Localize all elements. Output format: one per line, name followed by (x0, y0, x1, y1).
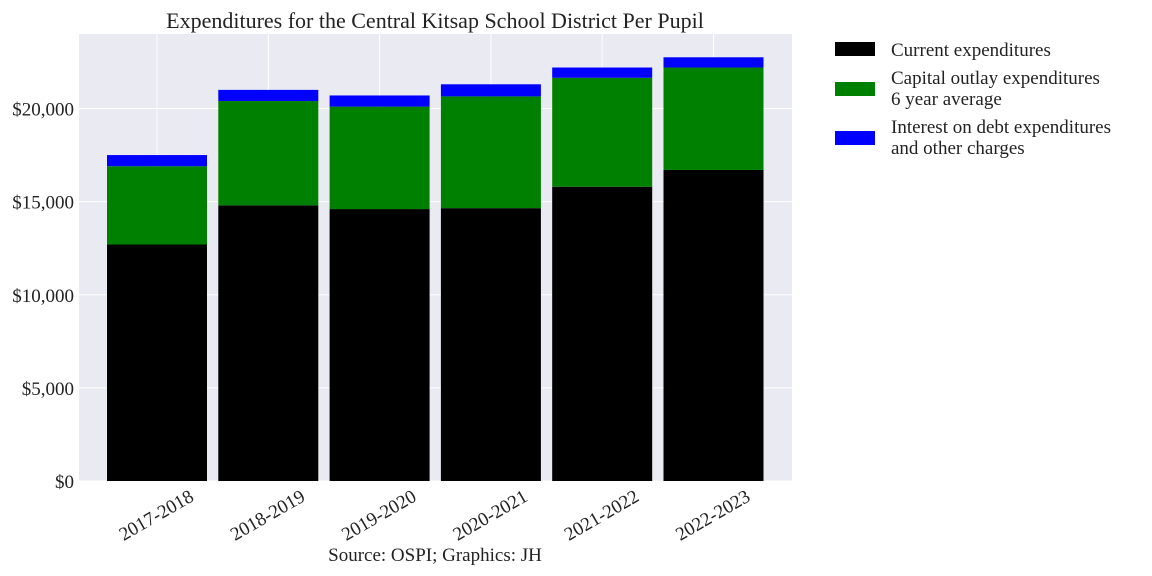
y-axis-ticks: $0 $5,000 $10,000 $15,000 $20,000 (12, 100, 74, 494)
bar-segment (552, 77, 653, 187)
bar-segment (663, 67, 764, 170)
legend-label: Current expenditures (891, 40, 1051, 61)
chart-title: Expenditures for the Central Kitsap Scho… (166, 8, 704, 33)
bar-segment (329, 106, 430, 210)
bar-group (107, 57, 764, 482)
bar-segment (552, 67, 653, 78)
legend-label: Capital outlay expenditures 6 year averag… (891, 68, 1100, 110)
y-tick-label: $5,000 (22, 379, 74, 400)
bar-segment (107, 244, 207, 481)
bar-segment (329, 95, 430, 107)
y-tick-label: $20,000 (12, 100, 74, 121)
legend: Current expenditures Capital outlay expen… (835, 40, 1111, 159)
x-tick-label: 2017-2018 (116, 486, 198, 545)
x-axis-ticks: 2017-2018 2018-2019 2019-2020 2020-2021 2021… (116, 486, 754, 545)
bar-segment (663, 169, 764, 481)
x-tick-label: 2018-2019 (227, 486, 309, 545)
bar-segment (107, 155, 207, 167)
y-tick-label: $0 (55, 472, 74, 493)
bar-segment (552, 186, 653, 481)
x-tick-label: 2019-2020 (338, 486, 420, 545)
legend-swatch (835, 42, 875, 56)
bar-segment (218, 89, 319, 102)
legend-label: Interest on debt expenditures and other c… (891, 117, 1111, 159)
bar-segment (440, 84, 541, 97)
bar-segment (440, 96, 541, 209)
bar-segment (218, 101, 319, 206)
bar-segment (329, 209, 430, 481)
x-tick-label: 2022-2023 (672, 486, 754, 545)
x-tick-label: 2021-2022 (561, 486, 643, 545)
bar-segment (440, 208, 541, 482)
y-tick-label: $10,000 (12, 286, 74, 307)
y-tick-label: $15,000 (12, 193, 74, 214)
bar-segment (218, 205, 319, 481)
bar-segment (663, 57, 764, 68)
x-tick-label: 2020-2021 (450, 486, 532, 545)
chart-caption: Source: OSPI; Graphics: JH (328, 545, 542, 566)
legend-swatch (835, 82, 875, 96)
legend-swatch (835, 131, 875, 145)
bar-segment (107, 166, 207, 245)
